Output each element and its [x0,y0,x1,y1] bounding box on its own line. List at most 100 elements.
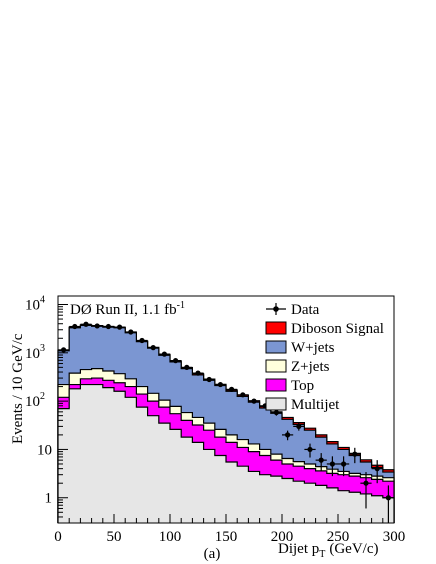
x-axis-title-main: Dijet p [278,541,319,557]
data-marker [206,376,212,383]
y-tick-label: 102 [25,391,45,410]
data-marker [83,321,89,327]
data-point [214,381,226,388]
data-marker [195,370,201,376]
data-point [147,345,159,351]
annotation-main: DØ Run II, 1.1 fb [70,302,177,318]
data-marker [94,323,100,329]
legend-swatch-marker [273,306,279,312]
legend: Data Diboson Signal W+jets Z+jets Top Multije… [265,302,384,413]
data-marker [363,480,369,486]
data-marker [352,451,358,457]
data-point [158,351,170,357]
legend-label: W+jets [291,340,335,356]
stack-layer [57,324,395,523]
x-axis-title-unit: (GeV/c) [329,541,378,557]
data-marker [117,324,123,330]
data-point [315,453,327,471]
data-marker [285,432,291,438]
data-point [282,430,294,441]
data-marker [273,409,279,416]
data-point [293,422,305,431]
legend-label: Top [291,378,314,394]
data-point [192,370,204,376]
legend-swatch [265,340,287,354]
legend-entry-diboson-signal: Diboson Signal [265,321,384,337]
data-point [226,386,238,392]
y-tick-label: 103 [25,343,45,362]
y-axis-title: Events / 10 GeV/c [10,333,26,444]
experiment-annotation: DØ Run II, 1.1 fb-1 [70,300,185,318]
data-point [114,324,126,330]
legend-swatch [265,359,287,373]
data-point [203,376,215,383]
panel-tag: (a) [204,546,221,562]
x-tick-label: 200 [271,529,294,545]
legend-entry-top: Top [265,378,314,394]
data-point [326,456,338,477]
x-tick-label: 250 [327,529,350,545]
data-point [181,364,193,370]
x-ticks: 0 50 100 150 200 250 300 [54,514,405,545]
data-marker [240,392,246,398]
data-point [371,460,383,484]
legend-label: Z+jets [291,359,330,375]
data-marker [217,381,223,388]
data-marker [72,323,78,330]
data-point [102,323,114,330]
data-marker [173,358,179,364]
data-point [248,398,260,404]
data-marker [150,345,156,351]
outline-top [57,377,395,523]
data-marker [105,323,111,330]
data-point [349,447,361,464]
y-tick-base: 10 [25,298,40,314]
data-marker [374,466,380,472]
data-point [382,485,394,523]
data-marker [329,461,335,467]
y-tick-label: 10 [37,442,52,458]
x-axis-title-subscript: T [319,549,325,560]
y-tick-label: 104 [25,295,45,314]
legend-entry-data: Data [266,302,320,318]
data-marker [251,398,257,404]
data-point [58,347,70,353]
legend-entry-multijet: Multijet [265,397,340,413]
y-tick-exponent: 2 [40,391,45,402]
data-marker [385,495,391,501]
y-tick-exponent: 4 [40,295,45,306]
x-tick-label: 50 [107,529,122,545]
legend-entry-z-jets: Z+jets [265,359,330,375]
data-point [270,409,282,416]
annotation-exponent: -1 [177,300,185,311]
data-marker [128,329,134,335]
data-point [360,472,372,509]
y-tick-base: 10 [25,346,40,362]
data-point [304,443,316,458]
legend-label: Diboson Signal [291,321,384,337]
data-marker [184,364,190,370]
data-points [58,321,394,523]
data-marker [307,446,313,453]
data-point [80,321,92,327]
y-tick-label: 1 [45,491,53,507]
data-marker [341,461,347,467]
legend-label: Data [291,302,320,318]
legend-swatch [265,397,287,411]
x-tick-label: 100 [159,529,182,545]
legend-entry-w-jets: W+jets [265,340,335,356]
data-marker [229,386,235,392]
data-marker [318,457,324,463]
x-axis-title: Dijet pT (GeV/c) [278,541,379,560]
x-tick-label: 300 [383,529,406,545]
data-marker [61,347,67,353]
x-tick-label: 150 [215,529,238,545]
data-point [170,358,182,364]
x-tick-label: 0 [54,529,62,545]
legend-label: Multijet [291,397,340,413]
data-marker [139,337,145,344]
data-point [91,323,103,329]
legend-swatch [265,321,287,335]
data-point [125,329,137,335]
